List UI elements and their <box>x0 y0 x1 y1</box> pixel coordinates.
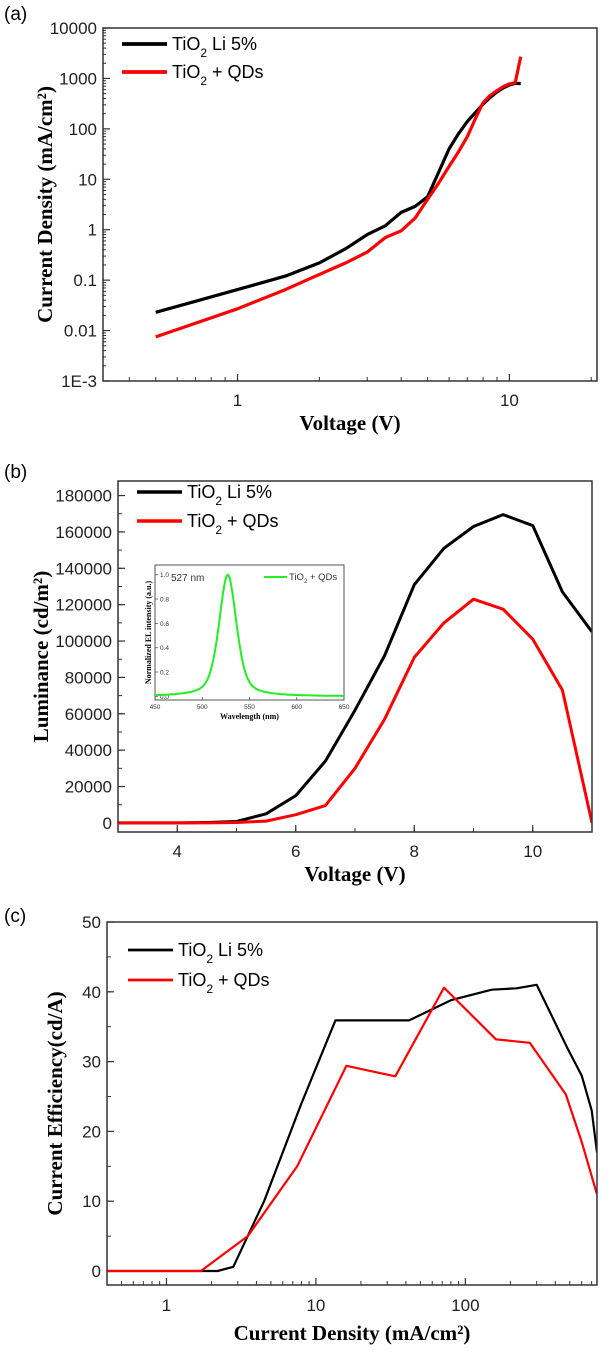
legend-label: TiO2 Li 5% <box>178 940 263 966</box>
x-tick-label: 1 <box>162 1296 171 1315</box>
y-tick-label: 50 <box>82 913 101 932</box>
x-tick-label: 1 <box>233 391 242 410</box>
series-line-tio2-qds <box>155 56 523 339</box>
series-line-tio2-li-5 <box>155 81 521 314</box>
panel-label: (c) <box>4 906 26 927</box>
panel-label: (b) <box>4 462 27 483</box>
y-tick-label: 100 <box>69 120 97 139</box>
y-axis-title: Luminance (cd/m²) <box>29 571 53 742</box>
chart-panel-3: (c) 0 10 20 30 40 50 1 10 100 TiO2 Li 5% TiO2 + QDs… <box>4 906 598 1345</box>
y-tick-label: 1 <box>88 221 97 240</box>
y-tick-label: 120000 <box>55 596 112 615</box>
y-tick-label: 0.1 <box>73 271 97 290</box>
inset-x-tick-label: 550 <box>244 704 255 711</box>
y-tick-label: 20000 <box>65 778 112 797</box>
plot-frame <box>102 27 598 382</box>
y-tick-label: 10 <box>82 1192 101 1211</box>
x-tick-label: 8 <box>410 842 419 861</box>
inset-frame <box>154 564 345 701</box>
y-tick-label: 0.01 <box>64 322 97 341</box>
y-tick-label: 100000 <box>55 632 112 651</box>
inset-chart: 450 500 550 600 650 0.0 0.2 0.4 0.6 0.8 1.0 527 nm T… <box>144 564 350 721</box>
inset-x-tick-label: 450 <box>150 704 161 711</box>
inset-x-axis-title: Wavelength (nm) <box>220 712 279 721</box>
y-tick-label: 180000 <box>55 487 112 506</box>
y-tick-label: 10 <box>78 170 97 189</box>
y-tick-label: 0 <box>103 814 112 833</box>
inset-y-tick-label: 0.6 <box>160 621 169 628</box>
inset-legend-label: TiO2 + QDs <box>289 572 337 585</box>
y-tick-label: 1E-3 <box>61 372 97 391</box>
peak-annotation: 527 nm <box>171 573 204 584</box>
x-tick-label: 100 <box>451 1296 479 1315</box>
legend-label: TiO2 Li 5% <box>187 482 272 508</box>
y-tick-label: 20 <box>82 1122 101 1141</box>
chart-panel-2: (b) 0 20000 40000 60000 80000 100000 120000 1400… <box>4 462 593 886</box>
legend-label: TiO2 Li 5% <box>172 34 257 60</box>
inset-el-spectrum-line <box>155 573 344 697</box>
x-tick-label: 10 <box>523 842 542 861</box>
inset-x-tick-label: 600 <box>291 704 302 711</box>
y-tick-label: 140000 <box>55 559 112 578</box>
y-tick-label: 160000 <box>55 523 112 542</box>
x-axis-title: Current Density (mA/cm²) <box>234 1321 471 1345</box>
inset-x-tick-label: 650 <box>339 704 350 711</box>
inset-y-tick-label: 0.4 <box>160 645 169 652</box>
series-line-tio2-qds <box>118 597 592 825</box>
x-tick-label: 10 <box>500 391 519 410</box>
y-tick-label: 80000 <box>65 668 112 687</box>
y-axis-title: Current Efficiency(cd/A) <box>43 991 67 1215</box>
y-tick-label: 1000 <box>59 69 97 88</box>
inset-y-axis-title: Normalized EL intensity (a.u.) <box>144 581 153 685</box>
panel-label: (a) <box>4 4 27 25</box>
inset-y-tick-label: 0.8 <box>160 597 169 604</box>
y-tick-label: 10000 <box>50 19 97 38</box>
x-axis-title: Voltage (V) <box>304 862 405 886</box>
series-line-tio2-li-5 <box>107 983 597 1273</box>
legend-label: TiO2 + QDs <box>178 970 270 996</box>
y-tick-label: 60000 <box>65 705 112 724</box>
x-tick-label: 4 <box>173 842 182 861</box>
series-line-tio2-qds <box>107 986 597 1273</box>
y-tick-label: 40 <box>82 983 101 1002</box>
x-tick-label: 6 <box>291 842 300 861</box>
legend-label: TiO2 + QDs <box>187 511 279 537</box>
x-tick-label: 10 <box>306 1296 325 1315</box>
inset-y-tick-label: 0.0 <box>160 694 169 701</box>
chart-panel-1: (a) 1E-3 0.01 0.1 1 10 100 1000 10000 1 10 TiO2 Li … <box>4 4 598 435</box>
x-axis-title: Voltage (V) <box>299 411 400 435</box>
inset-y-tick-label: 0.2 <box>160 670 169 677</box>
plot-frame <box>117 480 593 833</box>
legend-label: TiO2 + QDs <box>172 62 264 88</box>
inset-x-tick-label: 500 <box>197 704 208 711</box>
plot-frame <box>106 921 598 1286</box>
inset-y-tick-label: 1.0 <box>160 572 169 579</box>
y-tick-label: 40000 <box>65 741 112 760</box>
y-tick-label: 0 <box>92 1262 101 1281</box>
y-axis-title: Current Density (mA/cm²) <box>33 86 57 323</box>
y-tick-label: 30 <box>82 1053 101 1072</box>
